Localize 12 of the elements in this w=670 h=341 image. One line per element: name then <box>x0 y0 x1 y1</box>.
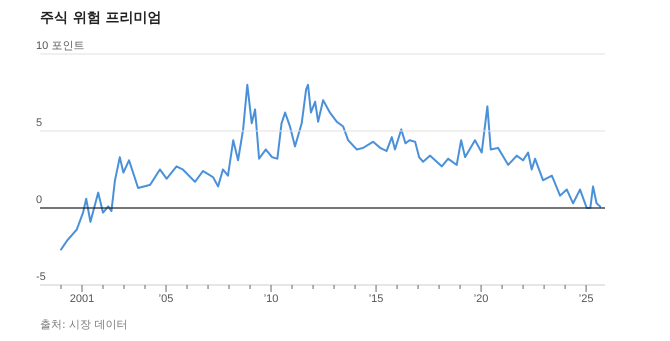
source-note: 출처: 시장 데이터 <box>40 318 128 331</box>
x-tick-label: ’05 <box>158 292 174 305</box>
y-tick-label: 10 포인트 <box>36 40 84 52</box>
x-tick-label: ’20 <box>474 292 488 305</box>
y-tick-label: 0 <box>36 194 42 206</box>
y-tick-label: -5 <box>36 271 46 283</box>
chart-title: 주식 위험 프리미엄 <box>40 10 162 26</box>
x-tick-label: 2001 <box>70 292 94 305</box>
y-tick-label: 5 <box>36 117 42 129</box>
x-tick-label: ’10 <box>264 292 278 305</box>
x-tick-label: ’15 <box>368 292 384 305</box>
x-tick-label: ’25 <box>578 292 594 305</box>
